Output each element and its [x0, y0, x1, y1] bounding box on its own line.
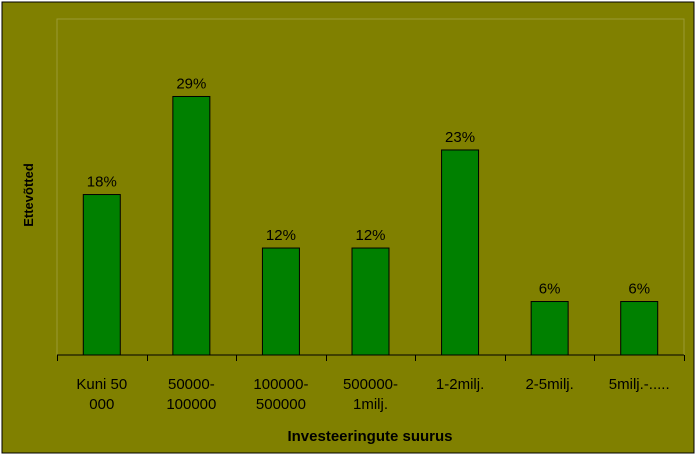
x-axis-title: Investeeringute suurus: [287, 428, 452, 445]
data-label: 23%: [445, 129, 475, 146]
x-tick-label: 1-2milj.: [436, 376, 484, 393]
x-axis: [57, 354, 685, 361]
x-tick-label: 1milj.: [353, 396, 388, 413]
x-tick-label: 100000: [166, 396, 216, 413]
bar: [261, 247, 300, 356]
bar: [441, 149, 480, 356]
data-label: 6%: [539, 281, 561, 298]
data-label: 12%: [266, 227, 296, 244]
data-label: 18%: [87, 174, 117, 191]
data-label: 29%: [176, 75, 206, 92]
x-tick-label: 5milj.-.....: [609, 376, 670, 393]
bar: [620, 301, 659, 356]
x-tick-label: 000: [89, 396, 114, 413]
data-label: 12%: [355, 227, 385, 244]
x-tick-label: 50000-: [168, 376, 215, 393]
data-label: 6%: [628, 281, 650, 298]
x-tick-label: 500000: [256, 396, 306, 413]
bar: [82, 194, 121, 356]
x-tick-label: Kuni 50: [76, 376, 127, 393]
bar: [172, 95, 211, 356]
y-axis-title: Ettevõtted: [21, 163, 36, 227]
labels-layer: 18% Kuni 50 000 29% 50000- 100000 12% 100000- 50…: [76, 75, 669, 413]
bar: [530, 301, 569, 356]
x-tick-label: 2-5milj.: [525, 376, 573, 393]
x-tick-label: 100000-: [253, 376, 308, 393]
bar: [351, 247, 390, 356]
x-tick-label: 500000-: [343, 376, 398, 393]
